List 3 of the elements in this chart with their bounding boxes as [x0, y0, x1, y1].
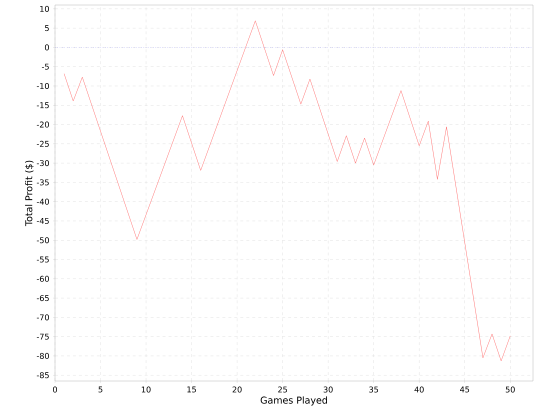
x-axis-title: Games Played	[260, 396, 327, 406]
y-axis-title: Total Profit ($)	[25, 160, 34, 226]
line-series	[64, 20, 510, 362]
